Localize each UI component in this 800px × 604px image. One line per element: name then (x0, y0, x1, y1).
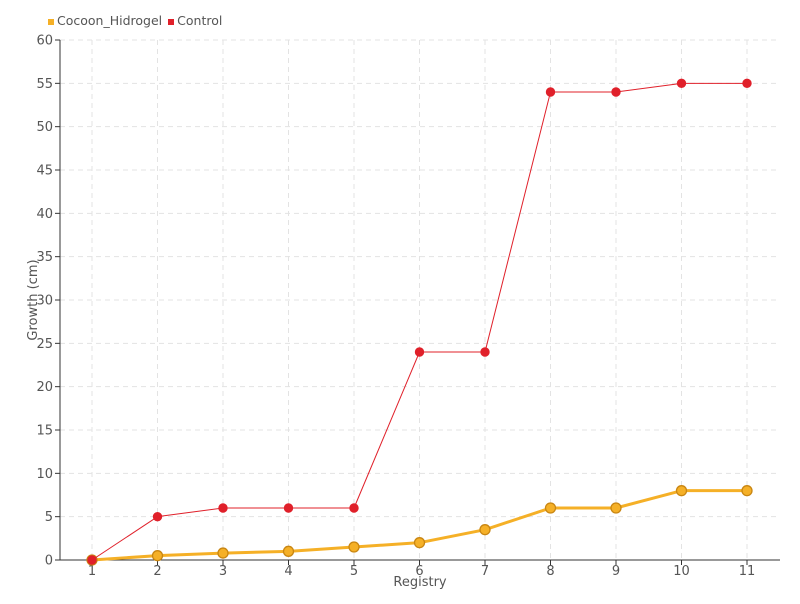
data-point-control[interactable] (414, 347, 425, 357)
data-point-control[interactable] (349, 503, 359, 513)
y-tick-label: 15 (36, 424, 53, 439)
y-tick-label: 5 (45, 510, 53, 525)
legend-label-control: Control (177, 13, 223, 28)
x-tick-label: 8 (546, 564, 554, 579)
x-tick-label: 4 (284, 564, 292, 579)
data-point-cocoon-hidrogel[interactable] (348, 541, 360, 553)
legend-item-control[interactable]: Control (168, 13, 222, 28)
data-point-control[interactable] (480, 347, 490, 357)
data-point-cocoon-hidrogel[interactable] (610, 502, 622, 514)
x-axis-label: Registry (393, 575, 447, 590)
legend: Cocoon_Hidrogel Control (48, 13, 228, 28)
y-tick-label: 25 (36, 337, 53, 352)
legend-swatch-cocoon-hidrogel (48, 19, 54, 25)
x-tick-label: 2 (153, 564, 161, 579)
data-point-cocoon-hidrogel[interactable] (217, 547, 229, 559)
data-point-control[interactable] (545, 87, 556, 97)
y-tick-label: 0 (45, 554, 53, 569)
data-point-control[interactable] (611, 87, 621, 97)
x-tick-label: 1 (88, 564, 96, 579)
legend-item-cocoon-hidrogel[interactable]: Cocoon_Hidrogel (48, 13, 162, 28)
data-point-control[interactable] (676, 78, 687, 89)
data-point-cocoon-hidrogel[interactable] (675, 485, 688, 497)
x-tick-label: 3 (219, 564, 227, 579)
y-tick-label: 30 (36, 294, 53, 309)
data-point-cocoon-hidrogel[interactable] (741, 485, 753, 497)
data-point-control[interactable] (742, 78, 752, 89)
y-tick-label: 60 (36, 34, 53, 49)
data-point-cocoon-hidrogel[interactable] (282, 545, 295, 557)
y-axis-label: Growth (cm) (26, 259, 41, 340)
data-point-cocoon-hidrogel[interactable] (479, 524, 491, 536)
series-layer (86, 78, 753, 566)
x-tick-label: 9 (612, 564, 620, 579)
x-tick-label: 6 (415, 564, 423, 579)
x-tick-label: 7 (481, 564, 489, 579)
data-point-cocoon-hidrogel[interactable] (151, 550, 164, 562)
x-tick-label: 5 (350, 564, 358, 579)
data-point-cocoon-hidrogel[interactable] (413, 537, 426, 549)
y-tick-label: 40 (36, 207, 53, 222)
y-tick-label: 10 (36, 467, 53, 482)
data-point-control[interactable] (218, 503, 228, 513)
data-point-cocoon-hidrogel[interactable] (544, 502, 557, 514)
data-point-control[interactable] (87, 555, 97, 565)
data-point-control[interactable] (283, 503, 294, 513)
y-tick-label: 50 (36, 120, 53, 135)
legend-label-cocoon-hidrogel: Cocoon_Hidrogel (57, 13, 163, 28)
data-point-control[interactable] (152, 511, 163, 522)
y-tick-label: 55 (36, 77, 53, 92)
y-tick-label: 20 (36, 380, 53, 395)
y-tick-label: 45 (36, 164, 53, 179)
x-tick-label: 10 (673, 564, 690, 579)
y-tick-label: 35 (36, 250, 53, 265)
grid-layer (60, 39, 780, 560)
x-tick-label: 11 (739, 564, 756, 579)
legend-swatch-control (168, 19, 175, 25)
